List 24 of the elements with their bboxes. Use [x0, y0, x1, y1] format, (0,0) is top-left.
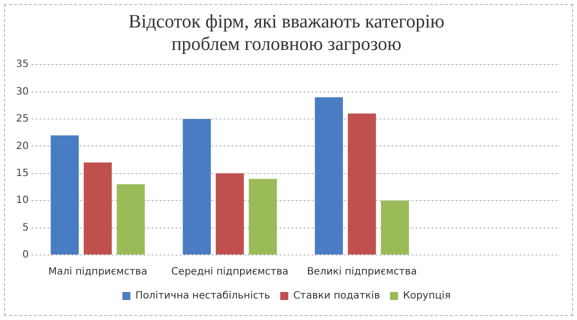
y-tick-label: 25 [16, 114, 29, 125]
y-tick-label: 20 [16, 140, 29, 152]
y-tick-label: 0 [22, 250, 29, 261]
bar [216, 173, 244, 254]
bar [348, 114, 376, 254]
bar [50, 135, 79, 254]
bar [182, 119, 211, 254]
x-tick-label: Середні підприємства [171, 266, 288, 278]
legend-label: Корупція [402, 290, 451, 302]
chart-title: Відсоток фірм, які вважають категорію проблем головною загрозою [128, 11, 444, 56]
bar [248, 178, 277, 254]
x-tick-label: Великі підприємства [306, 266, 417, 278]
y-tick-label: 35 [16, 59, 29, 70]
bar [380, 200, 409, 254]
y-tick-label: 15 [16, 168, 29, 179]
y-tick-label: 30 [16, 86, 29, 98]
bar [84, 162, 112, 254]
y-tick-label: 5 [22, 222, 29, 234]
bar [116, 184, 145, 254]
x-tick-label: Малі підприємства [48, 266, 148, 278]
bar [314, 97, 343, 254]
legend-label: Ставки податків [293, 290, 380, 302]
y-tick-label: 10 [16, 195, 29, 206]
legend-label: Політична нестабільність [135, 290, 270, 302]
